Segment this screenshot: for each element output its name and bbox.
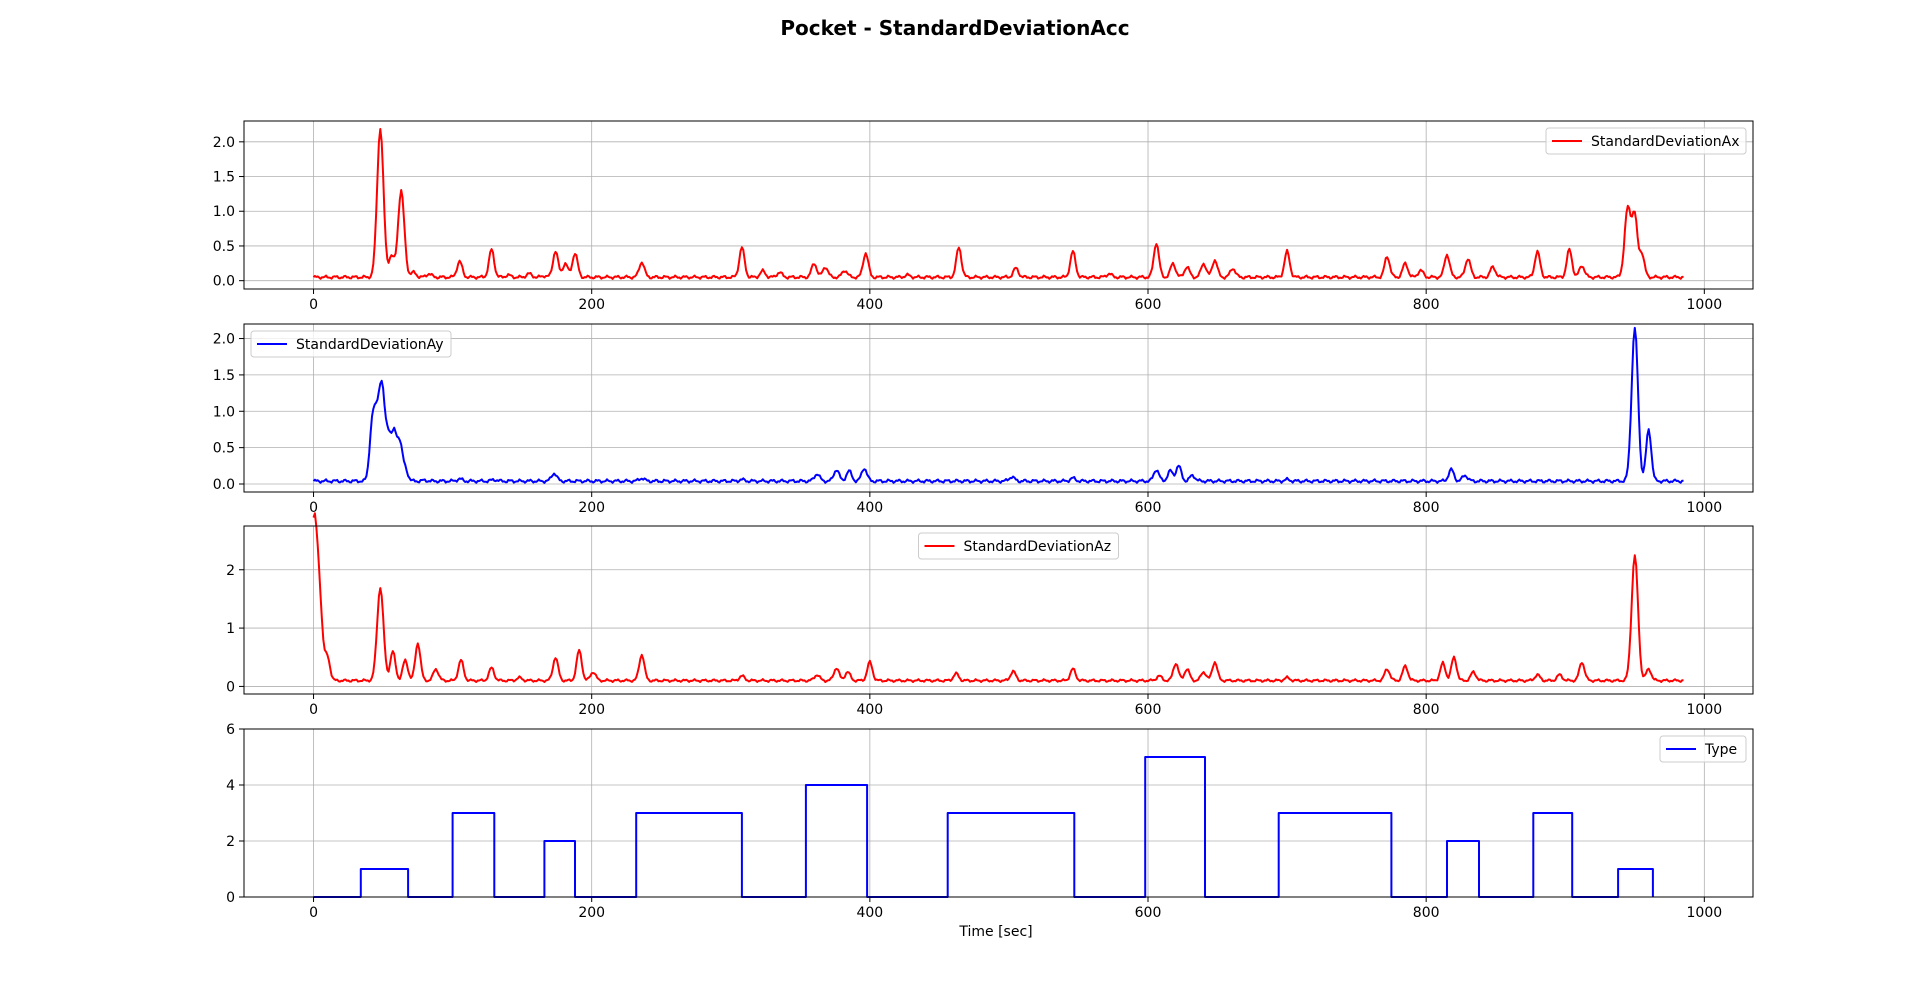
axes-frame [243,728,1754,898]
legend-box [918,532,1119,560]
y-tick-label: 1.5 [213,368,235,384]
y-tick-label: 1 [226,621,235,637]
series-line-StandardDeviationAx [312,128,1684,280]
legend: StandardDeviationAz [918,532,1119,560]
y-tick-label: 2 [226,563,235,579]
x-tick-label: 400 [856,702,883,718]
x-tick-label: 0 [309,905,318,921]
y-tick-label: 0.0 [213,274,235,290]
x-tick-label: 0 [309,500,318,516]
x-tick-label: 400 [856,500,883,516]
chart-title: Pocket - StandardDeviationAcc [780,16,1129,40]
y-tick-label: 1.5 [213,170,235,186]
x-tick-label: 1000 [1687,905,1723,921]
subplot-1: 0 200 400 600 800 1000 0.0 0.5 1.0 1.5 2.0 Standard… [213,120,1754,313]
y-tick-label: 6 [226,722,235,738]
series-line-StandardDeviationAz [312,512,1684,683]
x-tick-label: 800 [1413,702,1440,718]
y-tick-label: 1.0 [213,404,235,420]
subplot-4: 0 200 400 600 800 1000 0 2 4 6 Type [226,722,1754,921]
subplot-3: 0 200 400 600 800 1000 0 1 2 StandardDeviationAz [226,512,1754,718]
axes-frame [243,323,1754,493]
y-tick-label: 2.0 [213,135,235,151]
x-tick-label: 200 [578,702,605,718]
y-tick-label: 2 [226,834,235,850]
series-line-Type [313,756,1654,898]
x-tick-label: 1000 [1687,297,1723,313]
legend-label: StandardDeviationAy [296,337,444,353]
x-tick-label: 400 [856,297,883,313]
x-tick-label: 200 [578,500,605,516]
x-tick-label: 1000 [1687,702,1723,718]
legend-label: StandardDeviationAz [964,539,1112,555]
x-tick-label: 800 [1413,297,1440,313]
y-tick-label: 0.0 [213,477,235,493]
axes-frame [243,120,1754,290]
legend-box [1659,735,1747,763]
axes-frame [243,525,1754,695]
y-tick-label: 1.0 [213,204,235,220]
x-tick-label: 0 [309,297,318,313]
x-tick-label: 400 [856,905,883,921]
x-tick-label: 200 [578,905,605,921]
y-tick-label: 0 [226,679,235,695]
legend: StandardDeviationAy [250,330,452,358]
x-tick-label: 0 [309,702,318,718]
legend-label: Type [1704,742,1737,758]
x-tick-label: 600 [1135,297,1162,313]
x-tick-label: 600 [1135,702,1162,718]
x-tick-label: 800 [1413,905,1440,921]
y-tick-label: 4 [226,778,235,794]
legend: Type [1659,735,1747,763]
x-tick-label: 200 [578,297,605,313]
legend-box [1545,127,1747,155]
legend: StandardDeviationAx [1545,127,1747,155]
x-axis-label: Time [sec] [958,924,1032,940]
y-tick-label: 0 [226,890,235,906]
x-tick-label: 600 [1135,500,1162,516]
y-tick-label: 0.5 [213,239,235,255]
y-tick-label: 2.0 [213,332,235,348]
subplot-2: 0 200 400 600 800 1000 0.0 0.5 1.0 1.5 2.0 Standard… [213,323,1754,516]
legend-label: StandardDeviationAx [1591,134,1740,150]
x-tick-label: 800 [1413,500,1440,516]
legend-box [250,330,452,358]
series-line-StandardDeviationAy [312,326,1684,484]
x-tick-label: 1000 [1687,500,1723,516]
y-tick-label: 0.5 [213,441,235,457]
x-tick-label: 600 [1135,905,1162,921]
